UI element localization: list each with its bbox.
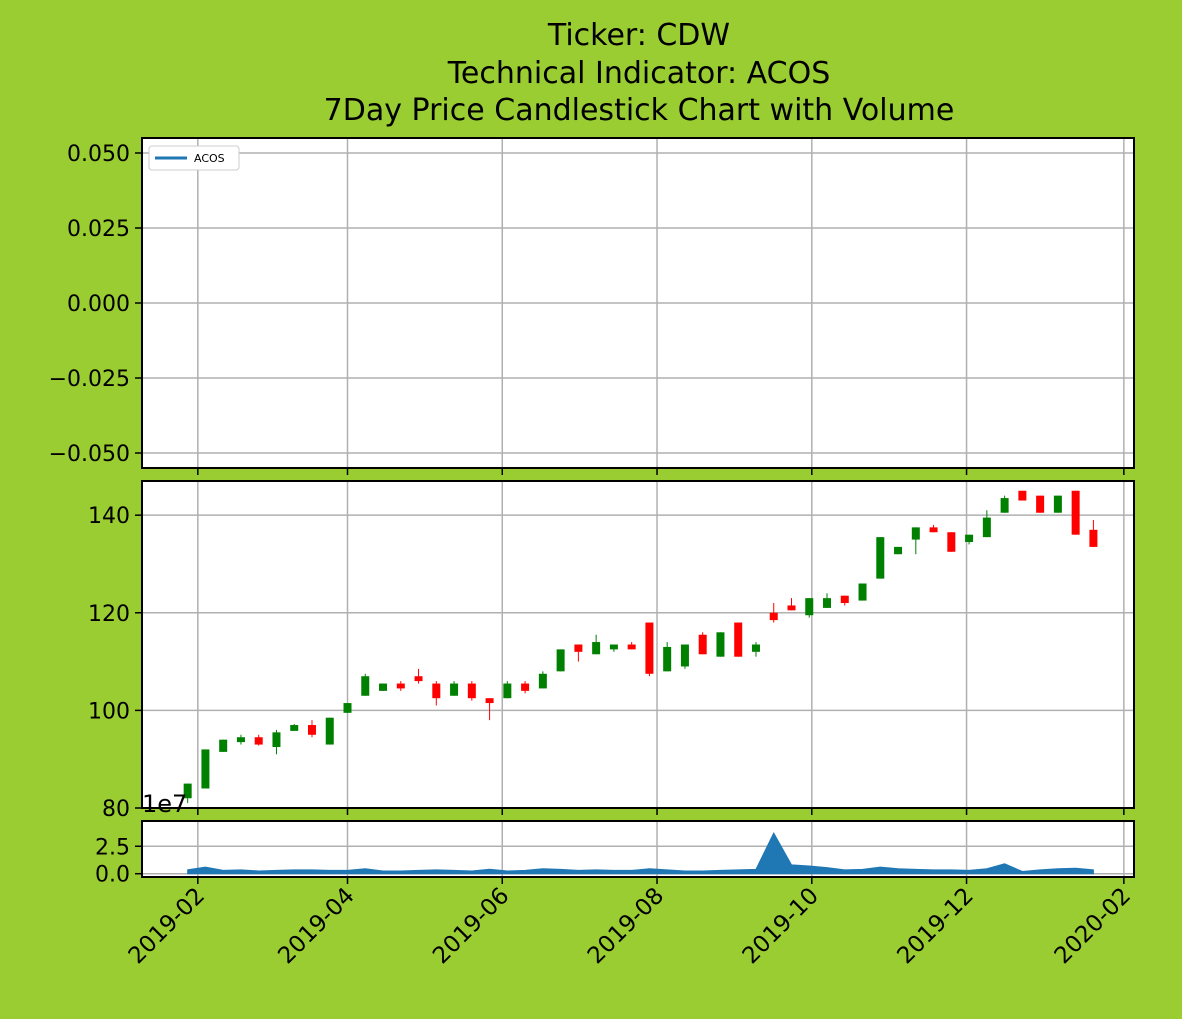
candle-body: [823, 598, 832, 608]
indicator-panel: 0.050 0.025 0.000 −0.025 −0.050 ACOS: [49, 137, 1135, 475]
candle-body: [414, 676, 423, 682]
indicator-y-tick-label: −0.025: [49, 367, 130, 392]
candle-body: [645, 622, 654, 674]
indicator-x-ticks: [197, 468, 1125, 475]
candle-body: [627, 644, 636, 650]
volume-frame: [141, 820, 1135, 878]
candle-body: [876, 537, 885, 579]
indicator-y-axis: 0.050 0.025 0.000 −0.025 −0.050: [49, 142, 142, 467]
candle-body: [769, 612, 778, 621]
price-panel: 80 100 120 140: [88, 480, 1135, 822]
legend-label-acos: ACOS: [194, 152, 225, 165]
title-line-1: Ticker: CDW: [547, 18, 730, 53]
candle-body: [805, 598, 814, 616]
indicator-y-tick-label: −0.050: [49, 442, 130, 467]
candle-body: [894, 546, 903, 555]
indicator-y-tick-label: 0.050: [67, 142, 130, 167]
price-y-tick-label: 120: [88, 602, 130, 627]
candle-body: [467, 683, 476, 699]
candle-body: [521, 683, 530, 691]
candle-body: [574, 644, 583, 652]
candle-body: [343, 703, 352, 713]
price-x-ticks: [197, 808, 1125, 815]
candle-body: [1036, 495, 1045, 513]
candle-body: [325, 717, 334, 745]
price-y-axis: 80 100 120 140: [88, 504, 142, 822]
title-line-2: Technical Indicator: ACOS: [447, 56, 831, 91]
candle-body: [183, 783, 192, 799]
legend-box: [148, 145, 240, 171]
indicator-frame: [141, 137, 1135, 469]
volume-area: [187, 832, 1094, 875]
candle-body: [1053, 495, 1062, 513]
candle-body: [1089, 529, 1098, 547]
price-frame: [141, 480, 1135, 809]
price-y-tick-label: 80: [102, 797, 130, 822]
candle-body: [698, 634, 707, 655]
candle-body: [751, 644, 760, 652]
indicator-y-tick-label: 0.025: [67, 217, 130, 242]
candle-body: [680, 644, 689, 667]
candlestick-series: [183, 490, 1098, 804]
candle-body: [556, 649, 565, 672]
indicator-grid: [142, 138, 1134, 468]
candle-body: [538, 673, 547, 689]
price-y-tick-label: 140: [88, 504, 130, 529]
candle-body: [858, 583, 867, 601]
candle-body: [716, 632, 725, 657]
candle-body: [592, 642, 601, 655]
candle-body: [1000, 498, 1009, 513]
title-line-3: 7Day Price Candlestick Chart with Volume: [324, 93, 955, 128]
candle-body: [219, 739, 228, 752]
volume-y-tick-label: 2.5: [95, 835, 130, 860]
indicator-legend[interactable]: ACOS: [148, 145, 240, 171]
candle-body: [432, 683, 441, 699]
candle-body: [982, 517, 991, 538]
volume-plot-area: [142, 821, 1134, 877]
candle-body: [609, 644, 618, 650]
volume-y-tick-label: 0.0: [95, 863, 130, 888]
candle-body: [1018, 490, 1027, 501]
candle-body: [450, 683, 459, 696]
volume-y-axis: 2.50.0: [95, 835, 142, 888]
candle-body: [254, 737, 263, 745]
candle-body: [236, 737, 245, 743]
candle-body: [272, 732, 281, 747]
candle-body: [840, 595, 849, 604]
candle-body: [787, 605, 796, 611]
price-y-tick-label: 100: [88, 699, 130, 724]
candle-body: [503, 683, 512, 699]
candle-body: [201, 749, 210, 789]
candle-body: [1071, 490, 1080, 535]
candle-body: [734, 622, 743, 657]
candle-body: [361, 676, 370, 696]
candle-body: [396, 683, 405, 689]
candle-body: [307, 725, 316, 735]
candle-body: [911, 527, 920, 540]
chart-title: Ticker: CDW Technical Indicator: ACOS 7D…: [324, 18, 955, 128]
candle-body: [663, 646, 672, 672]
candle-body: [947, 532, 956, 552]
candle-body: [379, 683, 388, 691]
volume-offset-label: 1e7: [142, 790, 187, 818]
candle-body: [485, 698, 494, 704]
candle-body: [290, 725, 299, 731]
candle-body: [929, 527, 938, 533]
candle-body: [965, 534, 974, 543]
indicator-y-tick-label: 0.000: [67, 292, 130, 317]
